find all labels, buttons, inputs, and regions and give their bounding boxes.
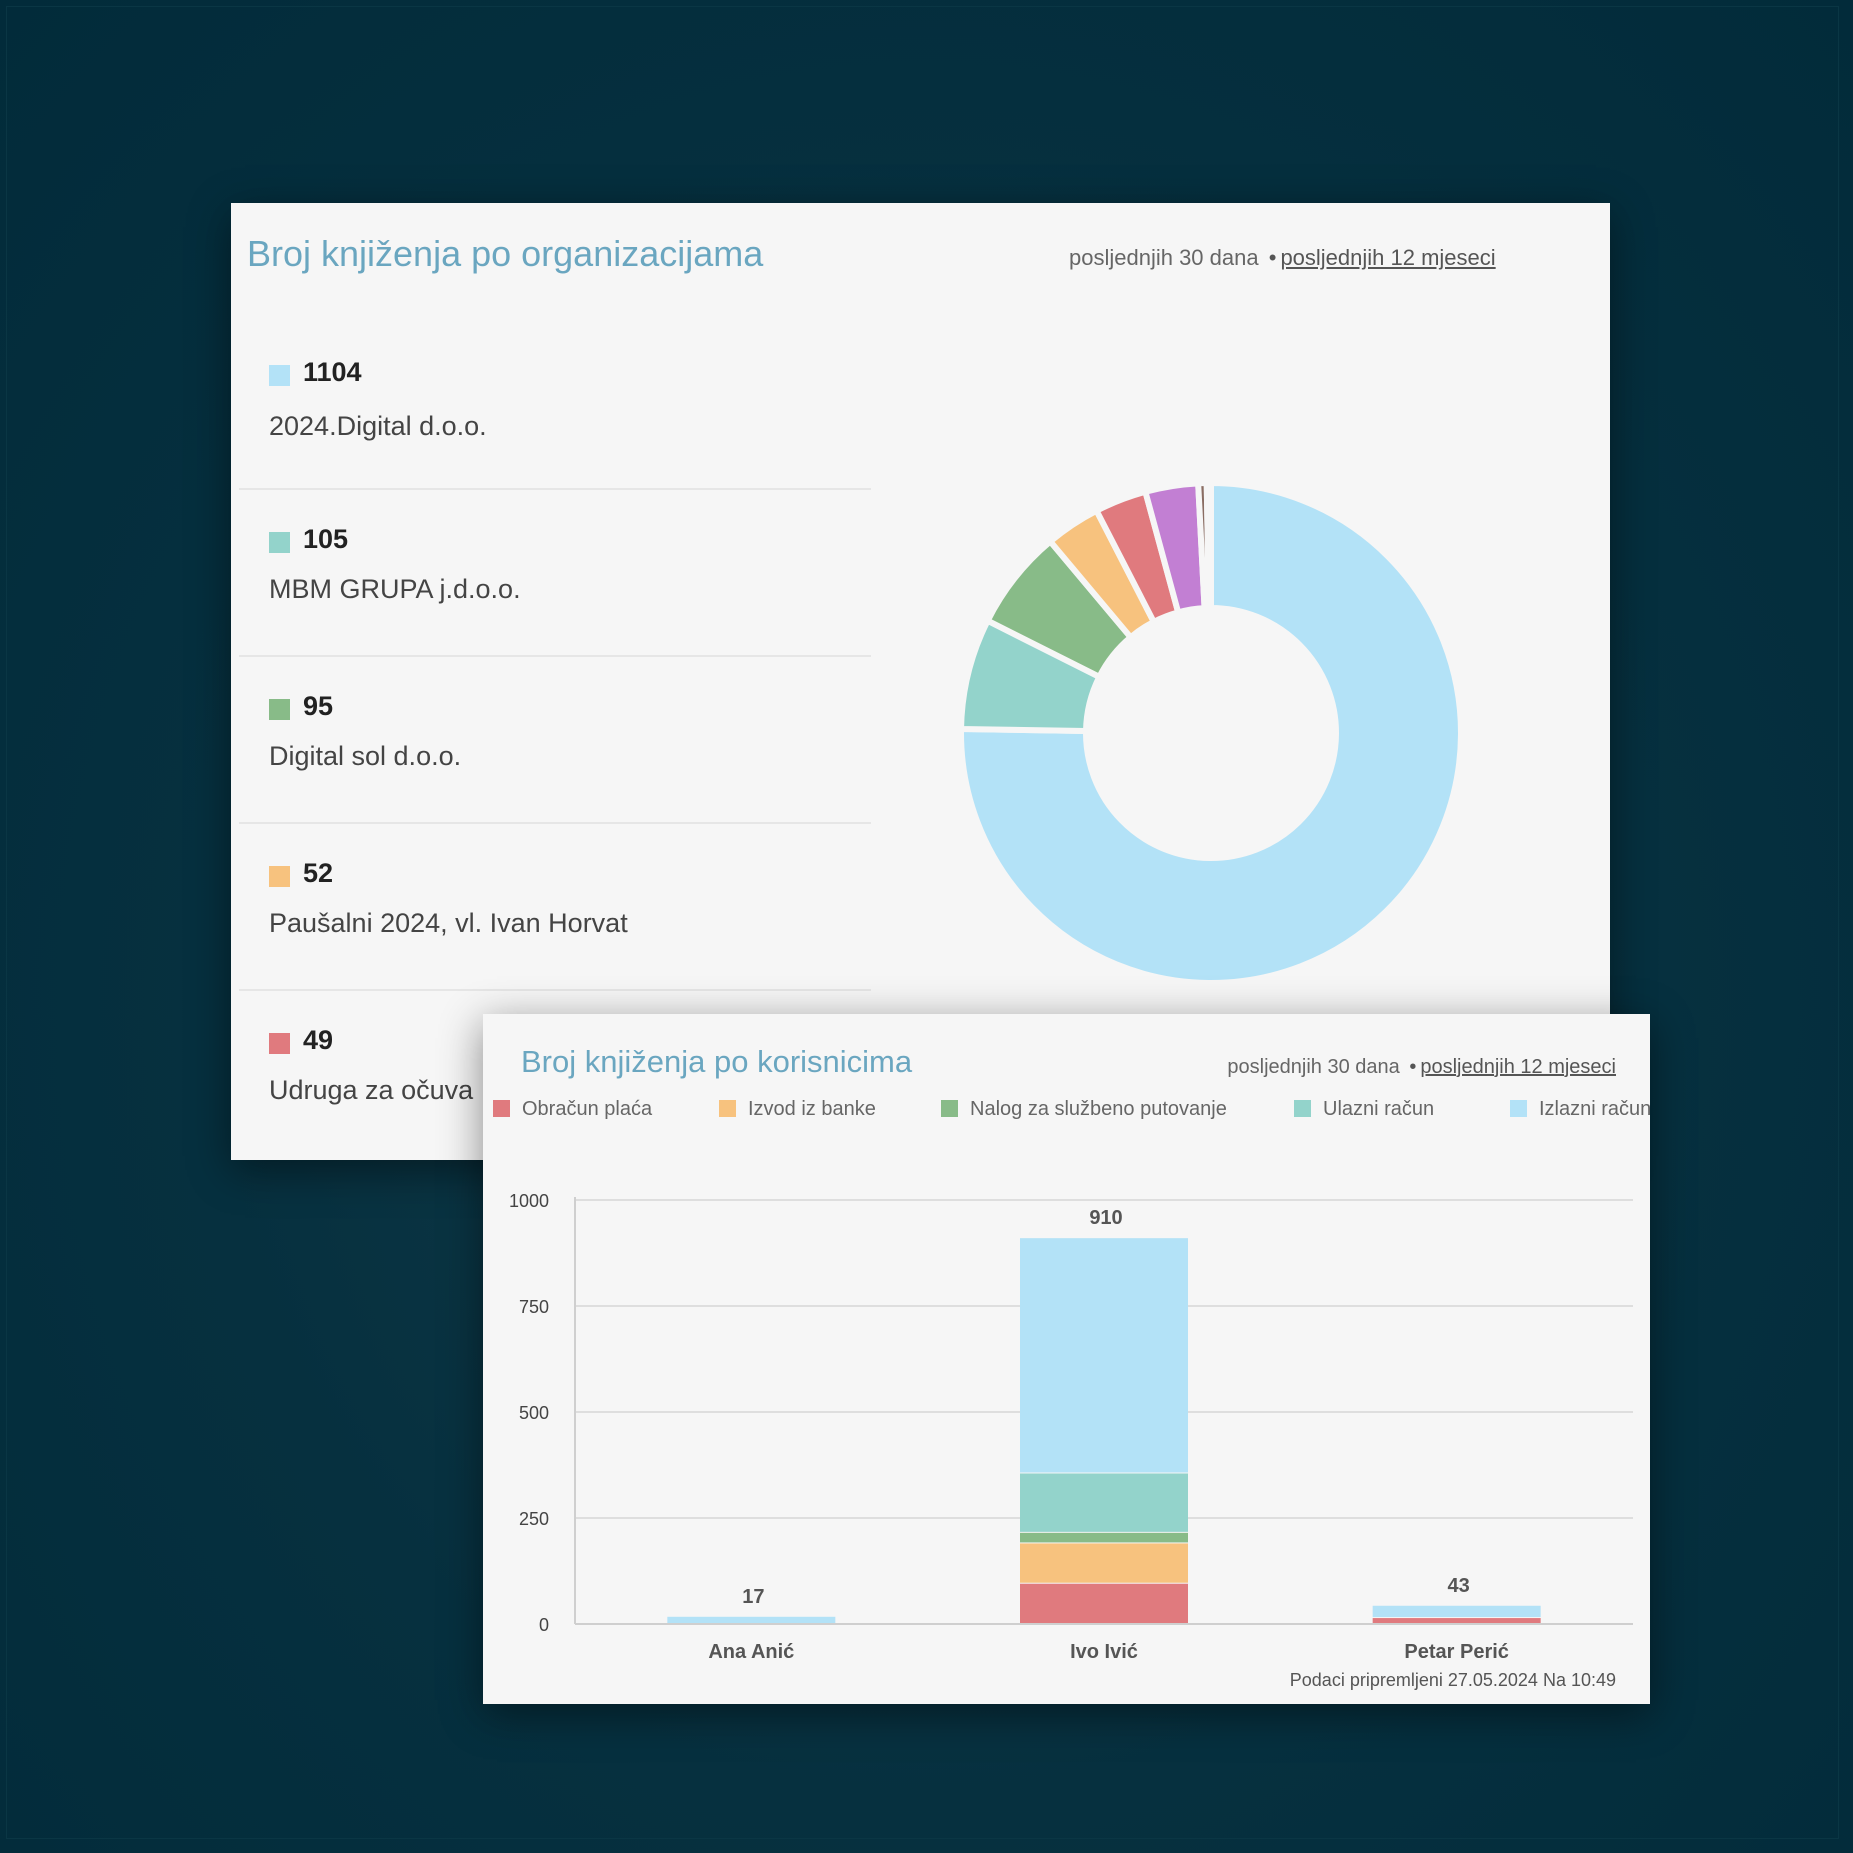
legend-label: Nalog za službeno putovanje <box>970 1098 1227 1120</box>
org-legend-item[interactable]: 52 Paušalni 2024, vl. Ivan Horvat <box>239 824 871 991</box>
org-count: 95 <box>303 691 334 721</box>
x-category-label: Petar Perić <box>1404 1641 1509 1663</box>
range-option-12-months[interactable]: posljednjih 12 mjeseci <box>1280 245 1496 270</box>
org-count: 49 <box>303 1025 334 1055</box>
y-tick-label: 1000 <box>509 1191 549 1211</box>
bar-total-label: 43 <box>1448 1575 1470 1597</box>
bar-segment[interactable] <box>1020 1238 1188 1473</box>
legend-swatch <box>1510 1100 1527 1117</box>
user-range-selector: posljednjih 30 dana • posljednjih 12 mjes… <box>1227 1056 1616 1079</box>
range-separator: • <box>1268 245 1277 270</box>
y-tick-label: 500 <box>519 1403 549 1423</box>
donut-slice[interactable] <box>1203 479 1214 612</box>
y-tick-label: 0 <box>539 1615 549 1635</box>
bar-segment[interactable] <box>1372 1618 1541 1623</box>
org-legend-item[interactable]: 95 Digital sol d.o.o. <box>239 657 871 824</box>
legend-label: Ulazni račun <box>1323 1098 1435 1120</box>
org-legend-item[interactable]: 49 Udruga za očuva <box>239 991 871 1158</box>
legend-item[interactable]: Nalog za službeno putovanje <box>941 1098 1227 1121</box>
legend-swatch <box>941 1100 958 1117</box>
org-legend-item[interactable]: 1104 2024.Digital d.o.o. <box>239 323 871 490</box>
range-option-12-months[interactable]: posljednjih 12 mjeseci <box>1420 1056 1616 1078</box>
legend-swatch <box>269 1033 290 1054</box>
y-tick-label: 250 <box>519 1509 549 1529</box>
legend-swatch <box>1294 1100 1311 1117</box>
org-donut-chart <box>957 479 1464 986</box>
data-prepared-note: Podaci pripremljeni 27.05.2024 Na 10:49 <box>1289 1670 1616 1690</box>
legend-item[interactable]: Izvod iz banke <box>719 1098 876 1121</box>
bar-segment[interactable] <box>1020 1473 1188 1532</box>
bar-segment[interactable] <box>1372 1605 1541 1618</box>
bar-segment[interactable] <box>667 1616 836 1623</box>
bar-segment[interactable] <box>1020 1583 1188 1623</box>
legend-label: Izlazni račun <box>1539 1098 1652 1120</box>
legend-swatch <box>493 1100 510 1117</box>
bar-total-label: 910 <box>1089 1207 1122 1229</box>
bar-chart-legend: Obračun plaća Izvod iz banke Nalog za sl… <box>493 1098 1651 1128</box>
outer-frame <box>6 6 1839 1839</box>
org-name: MBM GRUPA j.d.o.o. <box>269 574 521 604</box>
org-name: 2024.Digital d.o.o. <box>269 411 487 441</box>
legend-item[interactable]: Obračun plaća <box>493 1098 652 1121</box>
legend-swatch <box>269 365 290 386</box>
donut-slice[interactable] <box>958 479 1464 986</box>
user-chart-card: Broj knjiženja po korisnicima posljednji… <box>483 1014 1651 1704</box>
y-tick-label: 750 <box>519 1297 549 1317</box>
org-legend-list: 1104 2024.Digital d.o.o. 105 MBM GRUPA j… <box>239 323 871 1158</box>
range-separator: • <box>1409 1056 1417 1078</box>
legend-swatch <box>269 532 290 553</box>
org-count: 52 <box>303 858 334 888</box>
bar-total-label: 17 <box>742 1586 764 1608</box>
org-range-selector: posljednjih 30 dana • posljednjih 12 mjes… <box>1069 245 1496 271</box>
bar-segment[interactable] <box>1020 1543 1188 1583</box>
legend-item[interactable]: Izlazni račun <box>1510 1098 1651 1121</box>
org-card-title: Broj knjiženja po organizacijama <box>247 233 764 274</box>
range-option-30-days[interactable]: posljednjih 30 dana <box>1069 245 1259 270</box>
org-name: Paušalni 2024, vl. Ivan Horvat <box>269 908 628 938</box>
org-name: Digital sol d.o.o. <box>269 741 462 771</box>
legend-label: Izvod iz banke <box>748 1098 876 1120</box>
x-category-label: Ivo Ivić <box>1070 1641 1138 1663</box>
legend-swatch <box>719 1100 736 1117</box>
x-category-label: Ana Anić <box>708 1641 794 1663</box>
org-legend-item[interactable]: 105 MBM GRUPA j.d.o.o. <box>239 490 871 657</box>
org-name: Udruga za očuva <box>269 1075 474 1105</box>
user-card-title: Broj knjiženja po korisnicima <box>521 1044 913 1079</box>
legend-item[interactable]: Ulazni račun <box>1294 1098 1434 1121</box>
user-stacked-bar-chart: 0 250 500 750 1000 17 Ana Anić 910 Ivo Ivić 43 Pet… <box>509 1191 1633 1663</box>
legend-swatch <box>269 866 290 887</box>
legend-swatch <box>269 699 290 720</box>
range-option-30-days[interactable]: posljednjih 30 dana <box>1227 1056 1400 1078</box>
org-chart-card: Broj knjiženja po organizacijama posljed… <box>231 203 1610 1160</box>
bar-segment[interactable] <box>1020 1532 1188 1543</box>
legend-label: Obračun plaća <box>522 1098 653 1120</box>
org-count: 1104 <box>303 357 362 387</box>
org-count: 105 <box>303 524 349 554</box>
